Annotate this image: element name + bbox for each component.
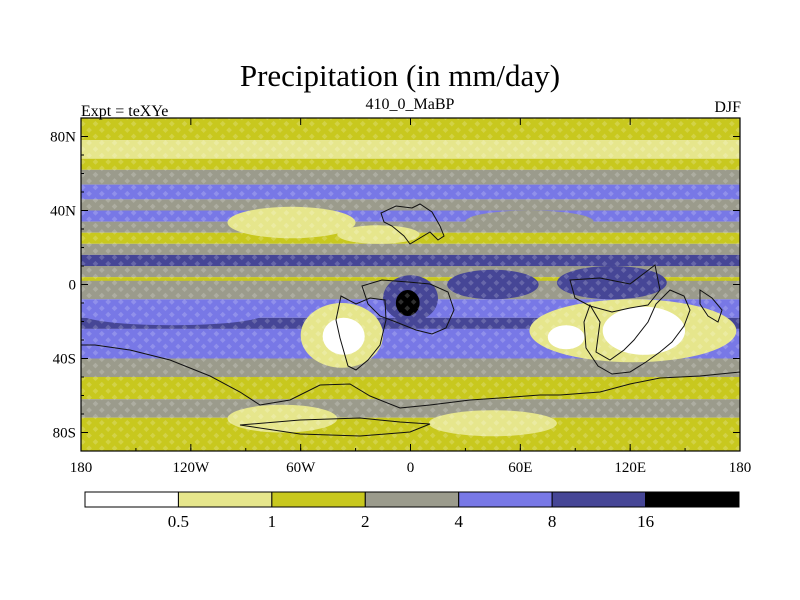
x-tick-label: 60W bbox=[286, 460, 316, 476]
season-label: DJF bbox=[714, 99, 741, 116]
x-tick-label: 180 bbox=[70, 460, 93, 476]
y-tick-label: 40S bbox=[53, 352, 76, 368]
colorbar-label: 16 bbox=[637, 512, 654, 531]
run-label: 410_0_MaBP bbox=[365, 96, 455, 113]
coastline-antarctica bbox=[81, 344, 740, 451]
colorbar-label: 1 bbox=[268, 512, 277, 531]
coastline-australia bbox=[583, 289, 691, 375]
x-tick-label: 120W bbox=[172, 460, 210, 476]
colorbar-swatch bbox=[271, 491, 366, 508]
colorbar-swatch bbox=[364, 491, 460, 508]
x-tick-label: 0 bbox=[407, 460, 415, 476]
coastline-north-america bbox=[380, 203, 445, 245]
experiment-label: Expt = teXYe bbox=[81, 103, 169, 120]
coastline-asia bbox=[569, 264, 661, 313]
x-tick-label: 60E bbox=[508, 460, 532, 476]
colorbar-swatch bbox=[458, 491, 553, 508]
coastline-south-america bbox=[335, 295, 387, 371]
coastline-australia-east bbox=[699, 289, 723, 323]
y-tick-label: 80N bbox=[50, 130, 76, 146]
chart-title: Precipitation (in mm/day) bbox=[239, 58, 561, 93]
coastlines bbox=[81, 203, 740, 451]
colorbar-swatch bbox=[645, 491, 740, 508]
colorbar-label: 0.5 bbox=[168, 512, 189, 531]
x-tick-label: 120E bbox=[614, 460, 646, 476]
y-tick-label: 80S bbox=[53, 426, 76, 442]
colorbar-swatch bbox=[551, 491, 647, 508]
colorbar-label: 2 bbox=[361, 512, 370, 531]
colorbar-swatch bbox=[84, 491, 179, 508]
x-axis: 180 120W 60W 0 60E 120E 180 bbox=[70, 118, 752, 476]
y-axis: 80N 40N 0 40S 80S bbox=[50, 130, 740, 442]
stipple-overlay bbox=[81, 118, 740, 451]
colorbar-swatch bbox=[177, 491, 273, 508]
colorbar-legend: 0.5 1 2 4 8 16 bbox=[84, 491, 740, 531]
x-tick-label: 180 bbox=[729, 460, 752, 476]
y-tick-label: 40N bbox=[50, 204, 76, 220]
coastline-africa bbox=[361, 279, 455, 335]
y-tick-label: 0 bbox=[69, 278, 77, 294]
colorbar-label: 4 bbox=[454, 512, 463, 531]
colorbar-label: 8 bbox=[548, 512, 557, 531]
coastline-antarctic-shelf bbox=[239, 417, 431, 437]
